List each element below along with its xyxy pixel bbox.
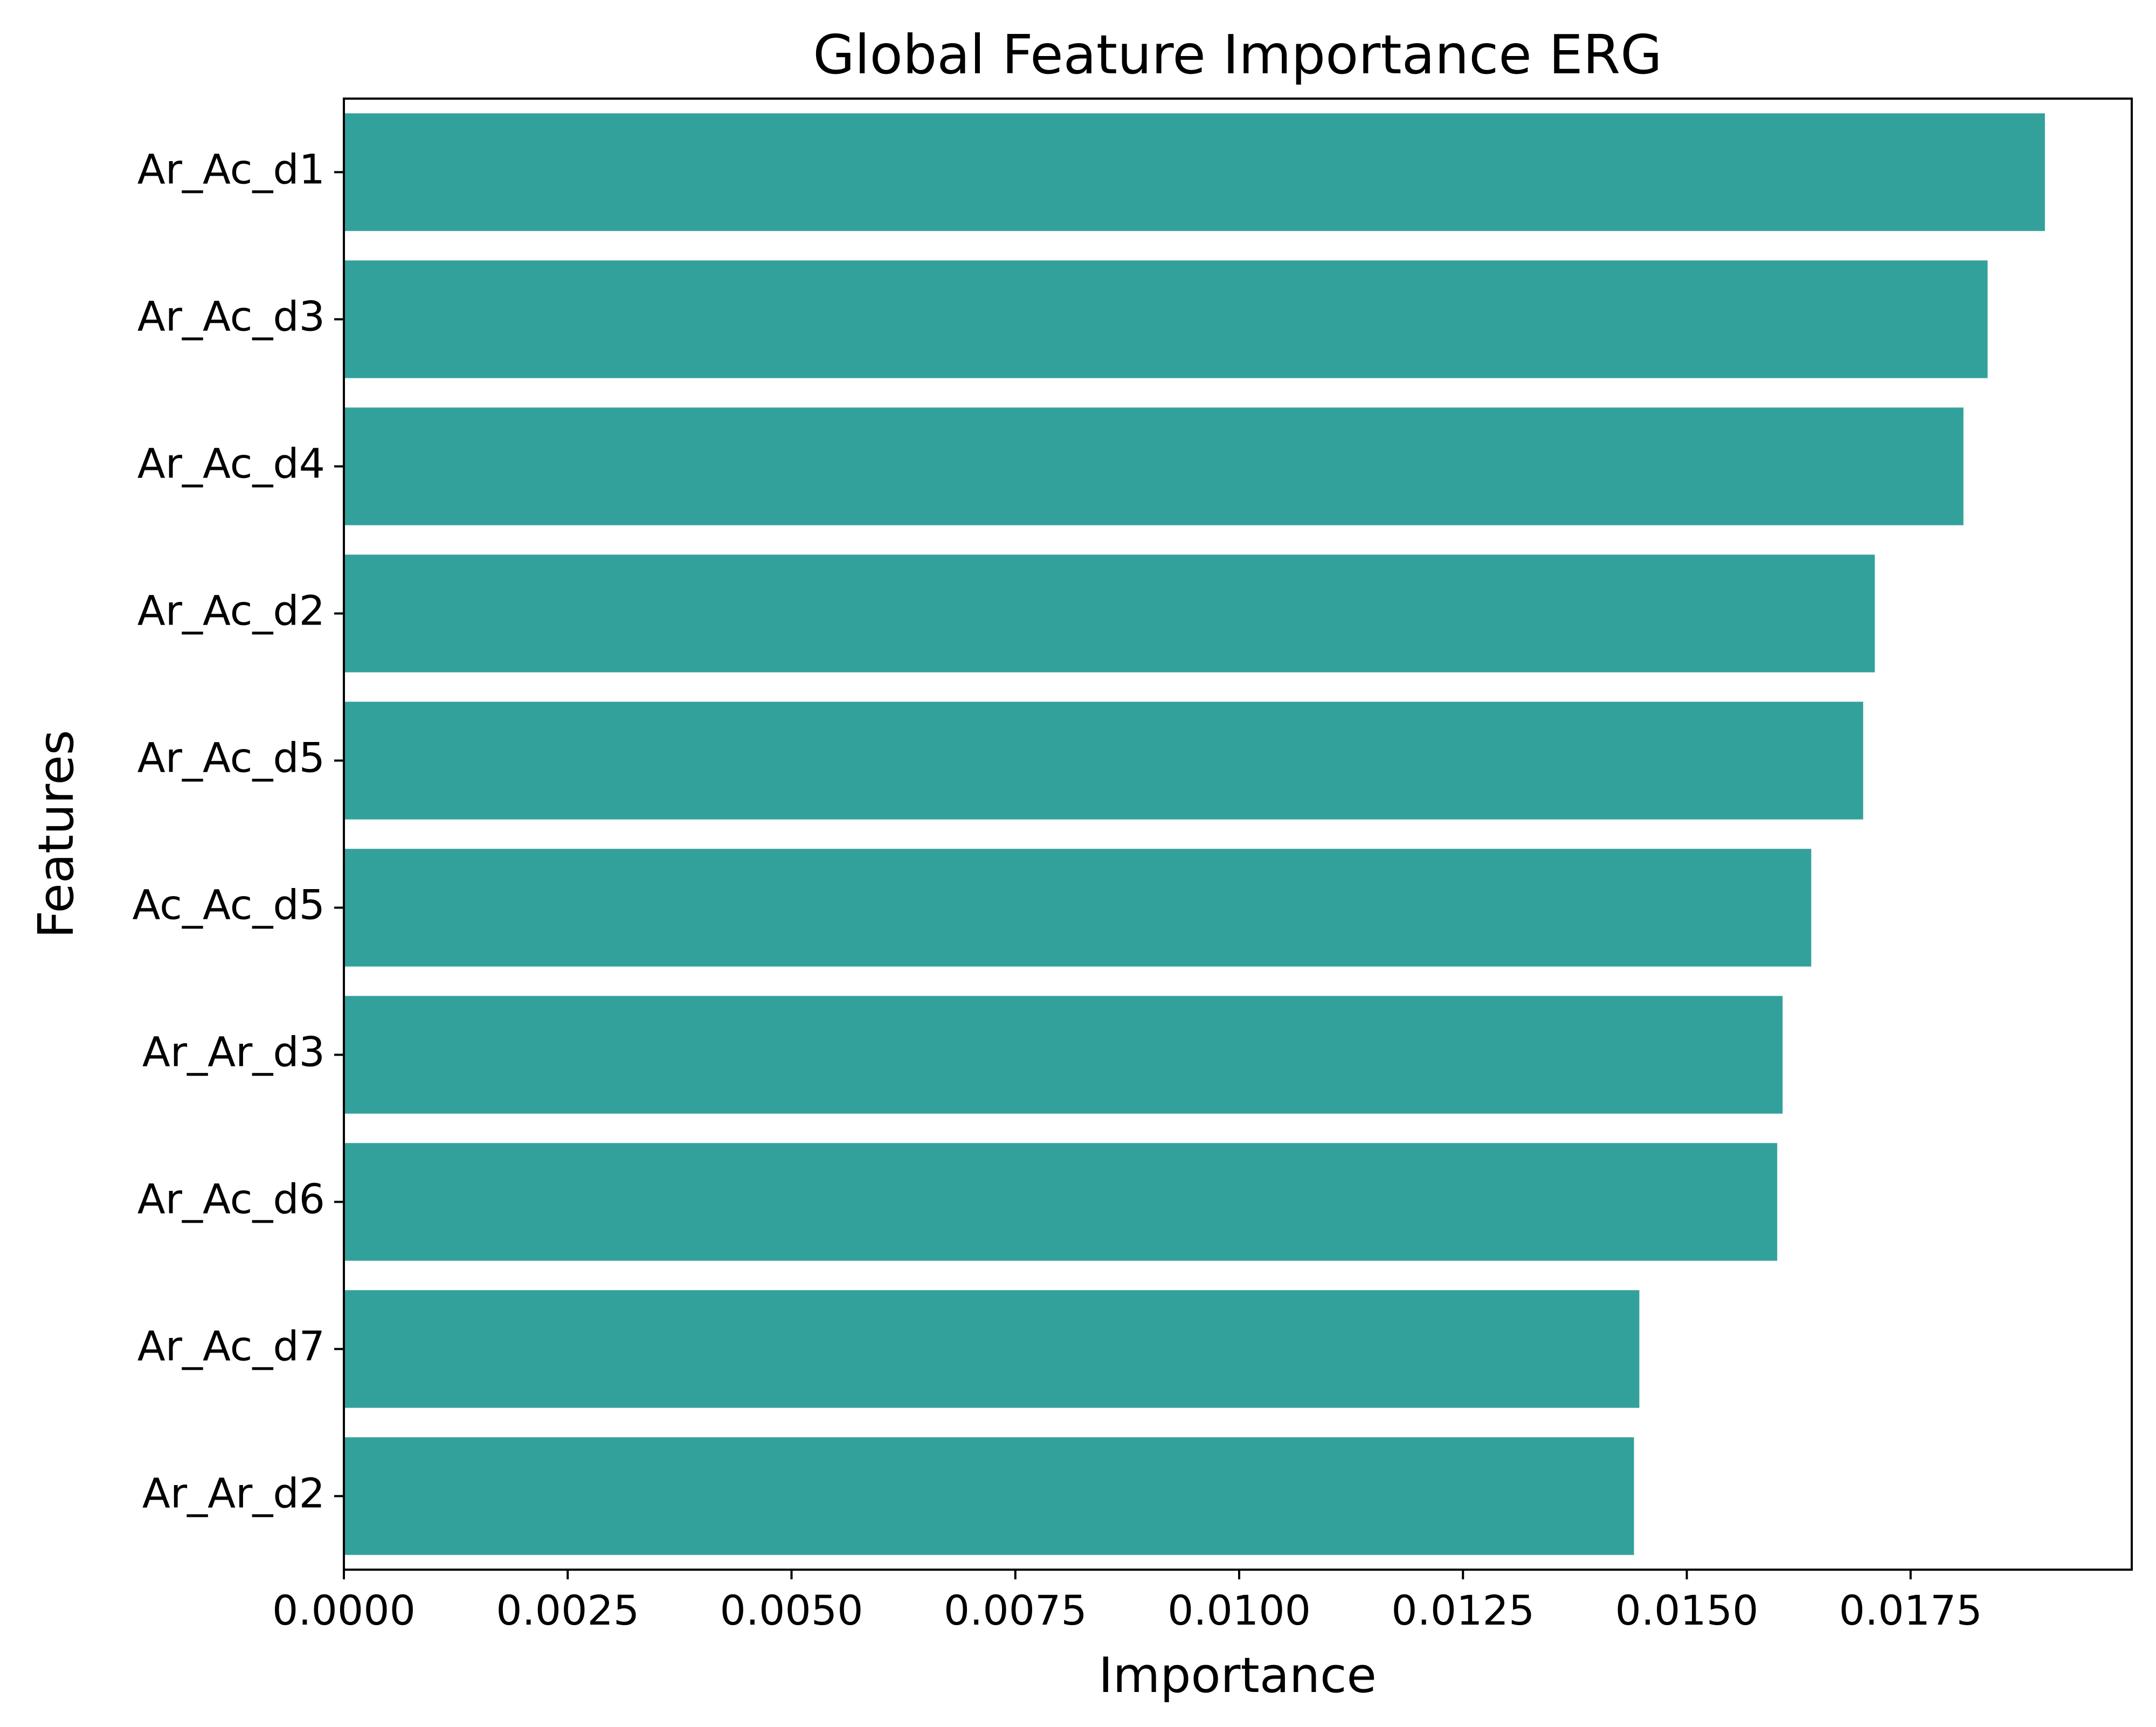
bar-Ar_Ar_d2 (344, 1437, 1634, 1555)
bar-Ar_Ac_d4 (344, 407, 1964, 525)
x-tick-label: 0.0025 (496, 1586, 639, 1634)
y-tick-label: Ar_Ac_d1 (137, 145, 325, 193)
x-axis-ticks: 0.0000 0.0025 0.0050 0.0075 0.0100 0.0125 0.01… (272, 1570, 1982, 1634)
bar-Ar_Ac_d2 (344, 554, 1875, 672)
x-axis-label: Importance (1098, 1647, 1377, 1704)
bar-Ar_Ac_d3 (344, 260, 1988, 378)
bar-Ar_Ac_d1 (344, 113, 2045, 231)
bar-Ar_Ac_d6 (344, 1143, 1778, 1261)
bars-group (344, 113, 2045, 1555)
x-tick-label: 0.0125 (1391, 1586, 1535, 1634)
y-tick-label: Ar_Ac_d7 (137, 1322, 325, 1370)
x-tick-label: 0.0000 (272, 1586, 416, 1634)
bar-Ar_Ar_d3 (344, 996, 1783, 1114)
x-tick-label: 0.0075 (944, 1586, 1087, 1634)
y-axis-ticks: Ar_Ac_d1 Ar_Ac_d3 Ar_Ac_d4 Ar_Ac_d2 Ar_Ac_d5… (133, 145, 344, 1517)
x-tick-label: 0.0100 (1167, 1586, 1311, 1634)
bar-Ar_Ac_d7 (344, 1290, 1640, 1408)
y-tick-label: Ar_Ac_d3 (137, 292, 325, 340)
bar-Ar_Ac_d5 (344, 702, 1863, 820)
x-tick-label: 0.0050 (720, 1586, 863, 1634)
y-tick-label: Ar_Ar_d2 (142, 1469, 325, 1517)
plot-frame (343, 98, 2133, 1571)
y-tick-label: Ar_Ac_d2 (137, 586, 325, 634)
x-tick-label: 0.0150 (1615, 1586, 1759, 1634)
y-axis-label: Features (28, 730, 85, 939)
y-tick-label: Ac_Ac_d5 (133, 880, 325, 928)
y-tick-label: Ar_Ac_d5 (137, 733, 325, 781)
bar-Ac_Ac_d5 (344, 849, 1812, 967)
y-tick-label: Ar_Ac_d6 (137, 1175, 325, 1223)
y-tick-label: Ar_Ar_d3 (142, 1028, 325, 1076)
chart-title: Global Feature Importance ERG (813, 23, 1662, 86)
y-tick-label: Ar_Ac_d4 (137, 439, 325, 487)
x-tick-label: 0.0175 (1839, 1586, 1982, 1634)
